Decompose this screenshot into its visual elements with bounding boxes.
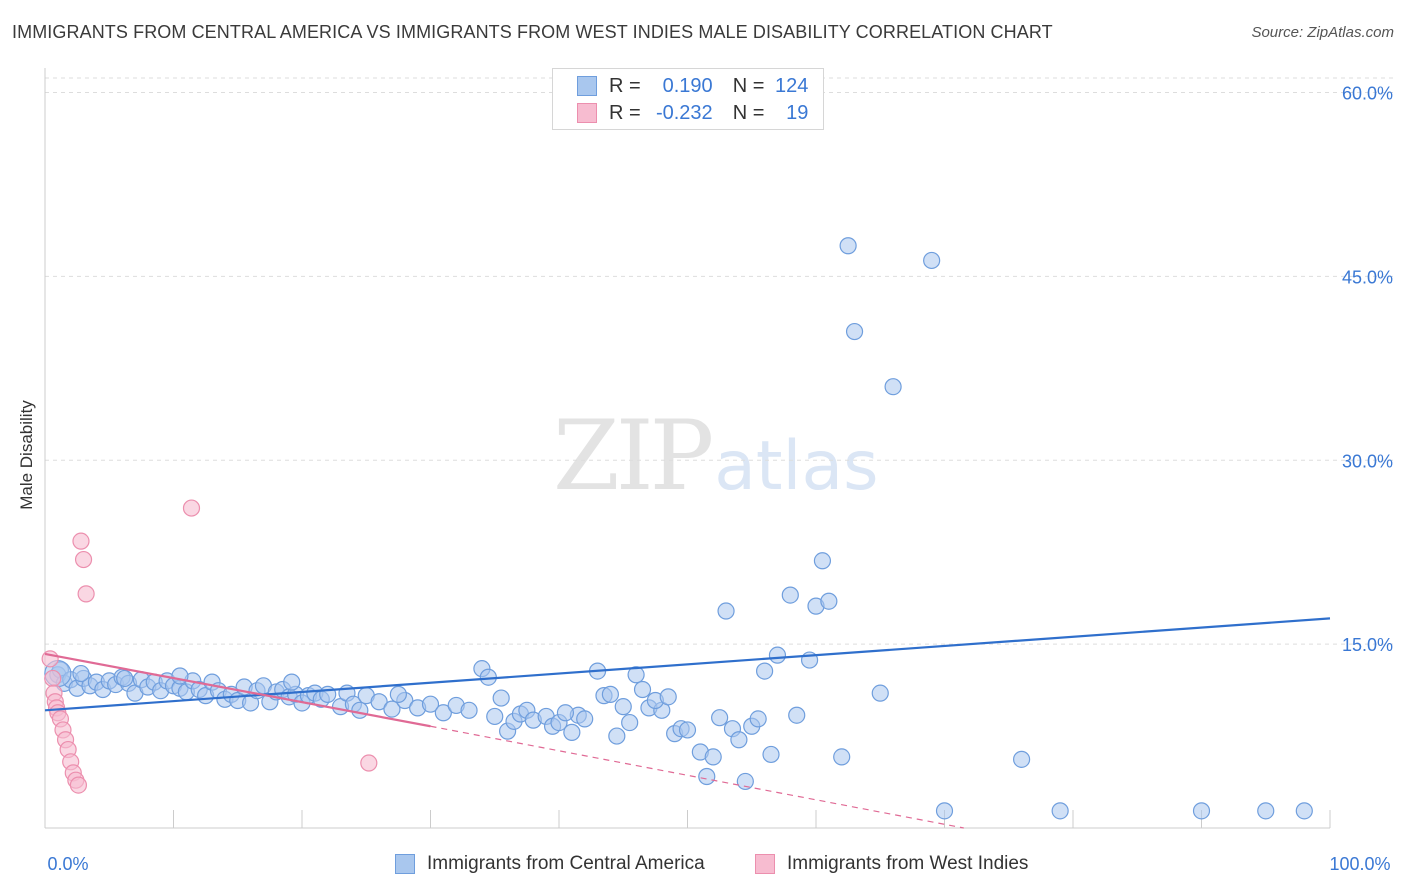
data-point-central-america [633,680,652,699]
trend-line-west-indies [44,652,431,728]
data-point-central-america [1012,750,1031,768]
data-point-central-america [627,666,645,684]
data-point-central-america [678,721,697,739]
data-point-central-america [556,704,575,722]
data-point-central-america [576,710,594,728]
data-point-central-america [116,669,134,688]
y-tick-label: 15.0% [1342,635,1393,655]
data-point-west-indies [44,669,62,688]
legend-n-value: 124 [775,74,809,97]
data-point-west-indies [77,585,95,603]
data-point-central-america [1192,802,1211,820]
data-point-central-america [845,322,864,341]
legend-n-label: N = [732,74,765,97]
data-point-central-america [820,592,838,610]
y-tick-label: 60.0% [1342,84,1393,104]
data-point-west-indies [41,650,59,668]
data-point-central-america [923,251,941,270]
data-point-central-america [370,693,388,711]
data-point-central-america [1295,802,1313,820]
data-point-central-america [492,689,510,707]
data-point-central-america [833,748,851,766]
data-point-central-america [601,685,620,703]
data-point-central-america [871,684,889,702]
data-point-central-america [563,723,581,741]
bottom-legend-west-indies: Immigrants from West Indies [755,852,1028,876]
data-point-central-america [434,704,452,722]
trend-line-central-america [44,617,1331,712]
data-point-west-indies [69,776,88,794]
data-point-central-america [421,695,440,713]
y-tick-label: 45.0% [1342,267,1393,287]
bottom-legend-label: Immigrants from West Indies [787,853,1029,874]
data-point-west-indies [74,550,93,569]
legend-swatch-pink [577,103,597,123]
legend-row-west-indies: R = -0.232 N = 19 [577,100,808,126]
data-point-central-america [736,772,754,791]
data-point-central-america [659,688,677,706]
data-point-central-america [383,700,401,718]
data-point-central-america [1257,802,1275,820]
source-label: Source: ZipAtlas.com [1251,24,1394,41]
data-point-central-america [486,707,504,726]
legend-r-value: -0.232 [655,101,713,124]
data-point-central-america [389,685,407,703]
data-point-central-america [351,701,369,719]
data-point-central-america [730,731,748,749]
data-point-central-america [755,662,774,680]
bottom-legend-label: Immigrants from Central America [427,853,705,874]
data-point-central-america [72,664,90,683]
legend-row-central-america: R = 0.190 N = 124 [577,73,808,99]
x-tick-label: 0.0% [47,854,88,874]
correlation-legend: R = 0.190 N = 124 R = -0.232 N = 19 [552,68,824,130]
data-point-central-america [711,709,729,727]
data-point-central-america [621,713,639,732]
data-point-central-america [781,586,799,604]
x-tick-label: 100.0% [1329,854,1390,874]
data-point-central-america [614,698,632,716]
data-point-central-america [283,673,301,691]
y-tick-label: 30.0% [1342,451,1393,471]
legend-swatch-blue [577,76,597,96]
data-point-central-america [704,748,722,766]
bottom-legend-swatch-blue [395,854,415,874]
data-point-central-america [749,710,767,728]
data-point-west-indies [72,532,90,550]
trend-line-west-indies-extension [430,725,964,829]
data-point-central-america [788,706,806,724]
data-point-west-indies [182,499,201,517]
data-point-central-america [698,767,716,786]
data-point-central-america [935,802,954,820]
data-point-central-america [171,667,189,685]
data-point-central-america [813,552,832,570]
legend-n-label: N = [732,101,765,124]
data-point-central-america [608,727,626,745]
bottom-legend-central-america: Immigrants from Central America [395,852,705,876]
legend-r-label: R = [609,74,641,97]
legend-n-value: 19 [786,101,809,124]
data-point-central-america [762,745,780,764]
chart-title: IMMIGRANTS FROM CENTRAL AMERICA VS IMMIG… [12,22,1053,42]
data-point-central-america [1051,802,1069,820]
data-point-central-america [460,701,478,719]
data-point-central-america [884,378,902,396]
legend-r-label: R = [609,101,641,124]
data-point-central-america [717,602,735,620]
bottom-legend-swatch-pink [755,854,775,874]
data-point-central-america [839,237,857,255]
data-point-central-america [768,646,787,664]
legend-r-value: 0.190 [662,74,713,97]
data-point-west-indies [360,754,378,772]
